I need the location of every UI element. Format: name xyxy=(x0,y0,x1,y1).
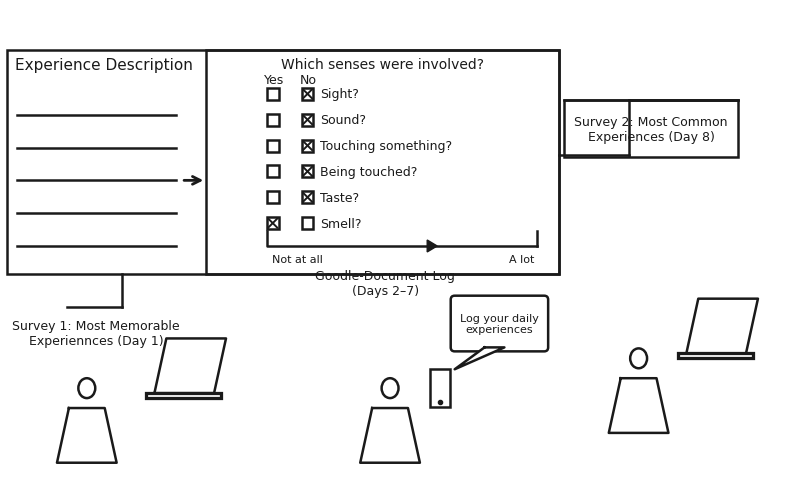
Bar xyxy=(302,115,314,126)
Text: Sound?: Sound? xyxy=(321,114,366,127)
Bar xyxy=(302,166,314,178)
Bar xyxy=(266,192,278,204)
Bar xyxy=(302,140,314,152)
FancyBboxPatch shape xyxy=(450,296,548,352)
Bar xyxy=(564,101,738,158)
Bar xyxy=(430,369,450,407)
Text: A lot: A lot xyxy=(509,255,534,264)
Bar xyxy=(266,140,278,152)
Bar xyxy=(7,51,559,274)
Text: Experience Description: Experience Description xyxy=(15,58,193,73)
Text: Smell?: Smell? xyxy=(321,217,362,230)
Bar xyxy=(678,354,753,359)
Bar xyxy=(302,192,314,204)
Bar xyxy=(266,115,278,126)
Text: Log your daily
experiences: Log your daily experiences xyxy=(460,313,539,334)
Bar xyxy=(302,218,314,229)
Text: Survey 2: Most Common
Experiences (Day 8): Survey 2: Most Common Experiences (Day 8… xyxy=(574,115,728,143)
Text: Taste?: Taste? xyxy=(321,191,359,204)
Text: Touching something?: Touching something? xyxy=(321,140,453,153)
Bar xyxy=(146,393,221,398)
Polygon shape xyxy=(454,348,504,369)
Text: Yes: Yes xyxy=(264,74,284,87)
Bar xyxy=(266,218,278,229)
Text: No: No xyxy=(300,74,317,87)
Text: Sight?: Sight? xyxy=(321,88,359,101)
Text: Being touched?: Being touched? xyxy=(321,166,418,179)
Bar xyxy=(206,51,559,274)
Text: Not at all: Not at all xyxy=(272,255,322,264)
Bar xyxy=(266,166,278,178)
Text: Survey 1: Most Memorable
Experiennces (Day 1): Survey 1: Most Memorable Experiennces (D… xyxy=(12,319,180,347)
Polygon shape xyxy=(427,241,437,253)
Bar xyxy=(266,89,278,101)
Text: Goodle-Document Log
(Days 2–7): Goodle-Document Log (Days 2–7) xyxy=(315,269,455,297)
Bar xyxy=(302,89,314,101)
Text: Which senses were involved?: Which senses were involved? xyxy=(281,58,484,72)
